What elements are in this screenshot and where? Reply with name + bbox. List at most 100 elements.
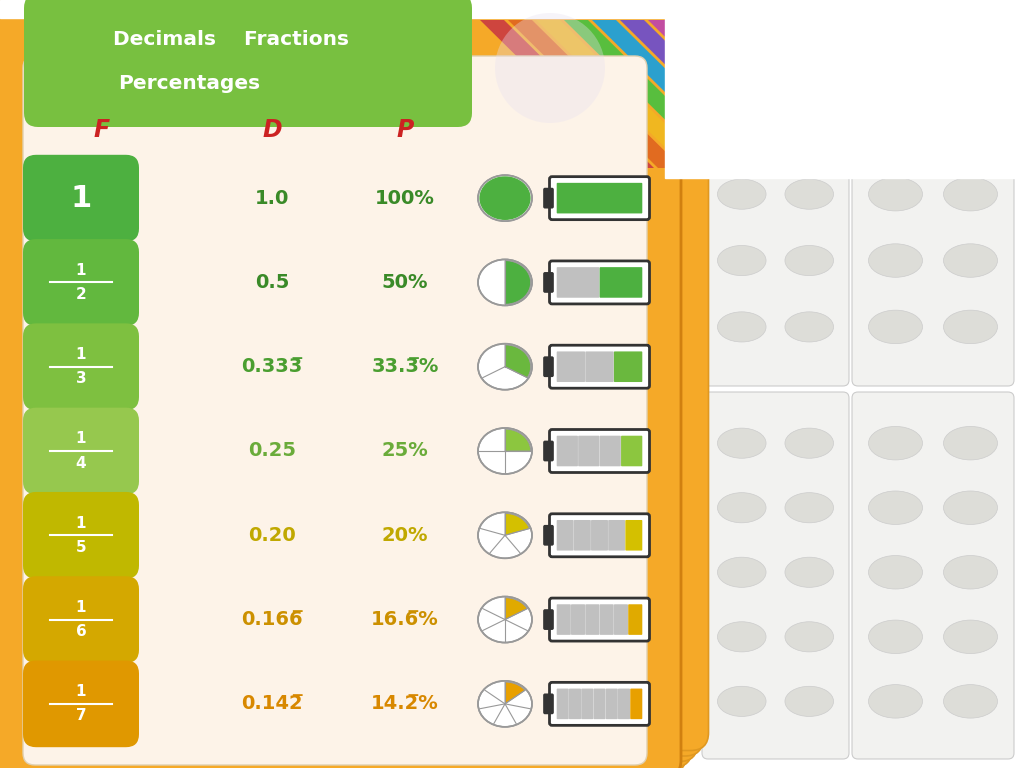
Ellipse shape <box>785 558 834 588</box>
Text: 25%: 25% <box>382 442 428 461</box>
FancyBboxPatch shape <box>852 9 1014 386</box>
Polygon shape <box>592 20 766 168</box>
Ellipse shape <box>478 512 532 558</box>
Text: 7: 7 <box>76 709 86 723</box>
Ellipse shape <box>478 344 532 389</box>
Text: 0.5: 0.5 <box>255 273 289 292</box>
Text: 1: 1 <box>76 515 86 531</box>
Polygon shape <box>620 20 794 168</box>
FancyBboxPatch shape <box>23 155 139 241</box>
Ellipse shape <box>868 310 923 343</box>
Ellipse shape <box>868 620 923 654</box>
Ellipse shape <box>478 681 532 727</box>
Ellipse shape <box>718 246 766 276</box>
FancyBboxPatch shape <box>606 689 617 719</box>
FancyBboxPatch shape <box>702 392 849 759</box>
FancyBboxPatch shape <box>591 520 608 551</box>
FancyBboxPatch shape <box>557 352 585 382</box>
Polygon shape <box>505 682 525 703</box>
Ellipse shape <box>478 428 532 474</box>
FancyBboxPatch shape <box>582 689 593 719</box>
Text: 0.166̅: 0.166̅ <box>242 610 303 629</box>
Ellipse shape <box>785 179 834 209</box>
Text: 1: 1 <box>76 432 86 446</box>
Text: 1: 1 <box>76 263 86 278</box>
FancyBboxPatch shape <box>614 604 628 635</box>
FancyBboxPatch shape <box>1 0 692 767</box>
Text: 14.2̅%: 14.2̅% <box>371 694 439 713</box>
Ellipse shape <box>785 687 834 717</box>
Ellipse shape <box>868 177 923 211</box>
Ellipse shape <box>868 243 923 277</box>
FancyBboxPatch shape <box>600 435 621 466</box>
FancyBboxPatch shape <box>24 0 472 127</box>
FancyBboxPatch shape <box>618 689 630 719</box>
Text: 1.0: 1.0 <box>255 189 289 207</box>
Text: 20%: 20% <box>382 526 428 545</box>
FancyBboxPatch shape <box>628 604 642 635</box>
FancyBboxPatch shape <box>571 604 585 635</box>
FancyBboxPatch shape <box>586 604 599 635</box>
FancyBboxPatch shape <box>17 0 709 750</box>
FancyBboxPatch shape <box>608 520 625 551</box>
Polygon shape <box>536 20 710 168</box>
Ellipse shape <box>943 45 997 78</box>
Polygon shape <box>665 0 1024 178</box>
FancyBboxPatch shape <box>630 689 642 719</box>
FancyBboxPatch shape <box>614 352 642 382</box>
FancyBboxPatch shape <box>557 435 578 466</box>
Text: 100%: 100% <box>375 189 435 207</box>
FancyBboxPatch shape <box>544 694 553 713</box>
Polygon shape <box>505 429 530 451</box>
FancyBboxPatch shape <box>569 689 581 719</box>
FancyBboxPatch shape <box>12 0 703 756</box>
FancyBboxPatch shape <box>852 392 1014 759</box>
Polygon shape <box>648 20 822 168</box>
FancyBboxPatch shape <box>586 352 613 382</box>
Text: 1: 1 <box>76 684 86 699</box>
Text: 1: 1 <box>71 184 91 213</box>
Ellipse shape <box>943 111 997 144</box>
FancyBboxPatch shape <box>23 408 139 495</box>
Ellipse shape <box>943 426 997 460</box>
Ellipse shape <box>479 177 530 220</box>
FancyBboxPatch shape <box>579 435 599 466</box>
Ellipse shape <box>785 622 834 652</box>
Ellipse shape <box>785 246 834 276</box>
FancyBboxPatch shape <box>626 520 642 551</box>
Polygon shape <box>505 260 530 304</box>
Ellipse shape <box>943 620 997 654</box>
Ellipse shape <box>868 555 923 589</box>
FancyBboxPatch shape <box>550 682 649 725</box>
Text: 5: 5 <box>76 540 86 555</box>
Ellipse shape <box>943 310 997 343</box>
Text: D: D <box>262 118 282 142</box>
Text: 16.6̅%: 16.6̅% <box>371 610 439 629</box>
Ellipse shape <box>943 243 997 277</box>
FancyBboxPatch shape <box>550 177 649 220</box>
FancyBboxPatch shape <box>550 429 649 472</box>
Text: 3: 3 <box>76 372 86 386</box>
FancyBboxPatch shape <box>544 442 553 461</box>
Ellipse shape <box>785 113 834 143</box>
Ellipse shape <box>478 260 532 306</box>
Polygon shape <box>505 598 527 620</box>
Ellipse shape <box>785 46 834 77</box>
FancyBboxPatch shape <box>23 660 139 747</box>
FancyBboxPatch shape <box>557 267 599 298</box>
Ellipse shape <box>718 113 766 143</box>
Ellipse shape <box>718 179 766 209</box>
Text: 2: 2 <box>76 287 86 302</box>
Ellipse shape <box>718 622 766 652</box>
FancyBboxPatch shape <box>550 261 649 304</box>
Ellipse shape <box>478 175 532 221</box>
Text: Decimals    Fractions: Decimals Fractions <box>114 30 349 49</box>
Ellipse shape <box>785 312 834 342</box>
Ellipse shape <box>478 597 532 643</box>
FancyBboxPatch shape <box>6 0 697 762</box>
Ellipse shape <box>943 177 997 211</box>
Ellipse shape <box>868 426 923 460</box>
FancyBboxPatch shape <box>621 435 642 466</box>
FancyBboxPatch shape <box>550 598 649 641</box>
Text: P: P <box>396 118 414 142</box>
